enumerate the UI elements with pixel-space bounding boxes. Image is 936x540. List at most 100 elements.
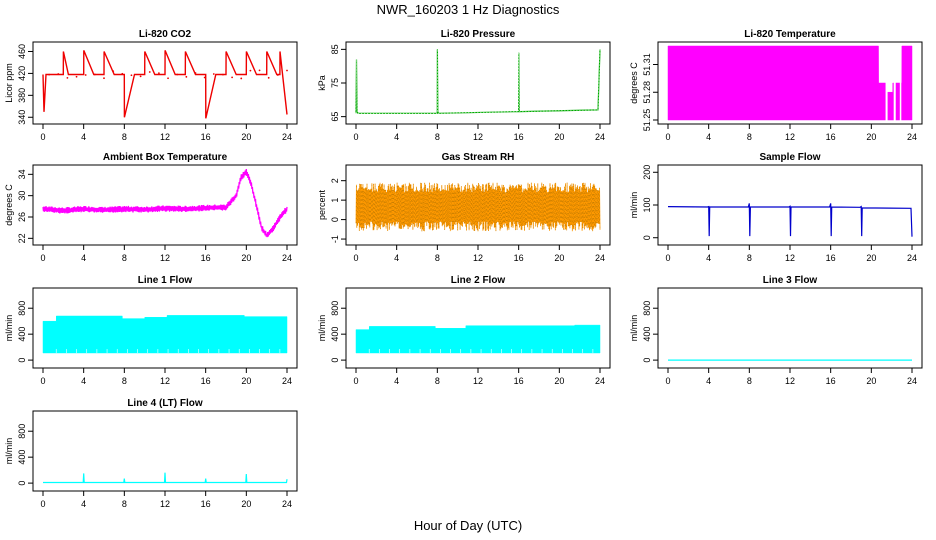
x-tick-label: 24 [282,132,292,142]
x-tick-label: 24 [907,376,917,386]
x-tick-label: 16 [201,253,211,263]
y-axis-label: ml/min [629,315,639,342]
series-sample_flow [667,203,913,237]
x-axis-title: Hour of Day (UTC) [413,518,523,533]
x-tick-label: 20 [554,376,564,386]
y-tick-label: 380 [17,88,27,103]
x-tick-label: 20 [866,253,876,263]
x-tick-label: 16 [201,376,211,386]
x-tick-label: 16 [514,253,524,263]
panel-title: Li-820 Temperature [744,29,836,40]
x-tick-label: 12 [160,132,170,142]
y-tick-label: 0 [330,358,340,363]
x-tick-label: 4 [706,132,711,142]
x-tick-label: 24 [595,253,605,263]
co2-point [203,76,206,79]
x-tick-label: 4 [81,253,86,263]
y-tick-label: 51.28 [642,81,652,104]
x-tick-label: 12 [473,376,483,386]
co2-point [139,75,142,78]
y-axis-label: percent [317,189,327,220]
y-tick-label: 0 [330,217,340,222]
co2-point [167,77,169,80]
x-tick-label: 8 [435,253,440,263]
panel-title: Gas Stream RH [442,152,515,163]
series-ambient_temp [42,168,288,238]
x-tick-label: 0 [40,132,45,142]
co2-point [121,72,124,75]
x-tick-label: 8 [122,253,127,263]
panel-title: Line 2 Flow [451,275,506,286]
co2-point [84,74,87,76]
x-tick-label: 4 [706,253,711,263]
plot-frame [657,287,923,369]
y-tick-label: 65 [330,112,340,122]
co2-point [276,74,279,76]
y-tick-label: 400 [642,327,652,342]
panel-title: Line 4 (LT) Flow [127,398,203,409]
y-axis-label: kPa [317,75,327,91]
y-tick-label: 800 [17,424,27,439]
y-axis-label: ml/min [629,192,639,219]
x-tick-label: 8 [747,253,752,263]
co2-point [57,73,60,75]
x-tick-label: 0 [353,132,358,142]
plot-frame [32,164,298,246]
x-tick-label: 0 [353,253,358,263]
y-tick-label: 420 [17,66,27,81]
panel-licor_temp: Li-820 Temperature 0 4 8 12 16 20 24 51.25 51.28 5… [629,29,923,142]
ambient-temp-line [42,168,288,238]
co2-point [240,77,243,80]
temp-gap [899,43,902,123]
x-tick-label: 8 [747,132,752,142]
y-axis-label: ml/min [317,315,327,342]
y-tick-label: 400 [330,327,340,342]
x-tick-label: 16 [826,253,836,263]
line-pressure [355,49,601,114]
y-tick-label: 26 [17,212,27,222]
co2-point [267,76,270,79]
x-tick-label: 16 [201,132,211,142]
co2-point [66,76,69,79]
panel-sample_flow: Sample Flow 0 4 8 12 16 20 24 0 100 200 ml/min [629,152,923,263]
y-tick-label: 340 [17,110,27,125]
x-tick-label: 20 [241,376,251,386]
x-tick-label: 0 [665,376,670,386]
co2-point [93,73,96,76]
x-tick-label: 20 [866,376,876,386]
x-tick-label: 4 [394,253,399,263]
x-tick-label: 12 [473,132,483,142]
y-tick-label: 30 [17,191,27,201]
x-tick-label: 4 [81,132,86,142]
series-line4 [43,472,288,484]
x-tick-label: 12 [785,253,795,263]
x-tick-label: 8 [122,132,127,142]
x-tick-label: 12 [160,253,170,263]
y-tick-label: 400 [17,327,27,342]
plot-frame [345,41,611,125]
y-tick-label: 22 [17,233,27,243]
x-tick-label: 0 [40,253,45,263]
x-tick-label: 8 [435,132,440,142]
y-tick-label: 400 [17,450,27,465]
x-tick-label: 24 [595,132,605,142]
x-tick-label: 12 [785,132,795,142]
x-tick-label: 4 [81,376,86,386]
y-tick-label: 460 [17,44,27,59]
y-tick-label: 200 [642,165,652,180]
y-axis-label: degrees C [629,62,639,104]
x-tick-label: 0 [353,376,358,386]
series-rh [355,182,601,232]
line-co2 [42,50,288,119]
x-tick-label: 24 [907,253,917,263]
series-pressure [355,49,601,114]
y-axis-label: degrees C [4,184,14,226]
y-tick-label: 0 [17,481,27,486]
y-tick-label: 34 [17,169,27,179]
x-tick-label: 0 [40,499,45,509]
co2-point [249,69,252,72]
x-tick-label: 20 [241,253,251,263]
